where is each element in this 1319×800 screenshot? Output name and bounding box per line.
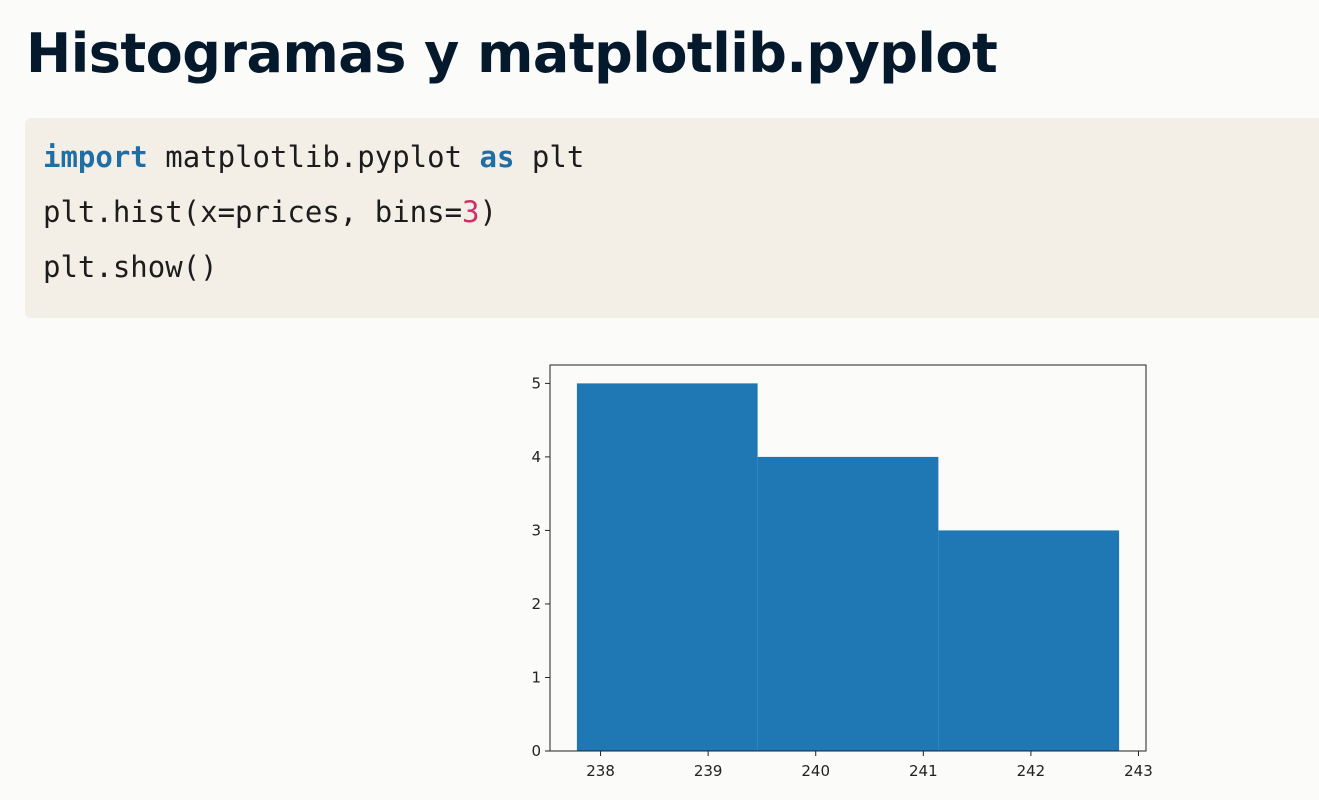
x-tick-label: 238 xyxy=(586,762,615,780)
y-tick-label: 3 xyxy=(531,521,541,539)
code-token: matplotlib.pyplot xyxy=(165,140,463,174)
code-token: plt xyxy=(531,140,585,174)
keyword: import xyxy=(43,140,148,174)
number: 3 xyxy=(462,195,480,229)
code-block: import matplotlib.pyplot as plt plt.hist… xyxy=(25,118,1319,318)
code-line: plt.show() xyxy=(43,250,218,284)
axes-frame xyxy=(549,364,1147,752)
x-tick-label: 239 xyxy=(694,762,723,780)
code-token: plt.hist(x=prices, bins= xyxy=(43,195,463,229)
y-tick-label: 0 xyxy=(531,742,541,760)
chart: 0 1 2 3 4 5 238 239 240 241 242 243 xyxy=(531,364,1153,780)
bar xyxy=(757,456,939,751)
slide-title: Histogramas y matplotlib.pyplot xyxy=(26,22,998,85)
code-token: ) xyxy=(479,195,497,229)
x-tick-label: 243 xyxy=(1124,762,1153,780)
x-tick-label: 241 xyxy=(909,762,938,780)
x-tick-label: 240 xyxy=(801,762,830,780)
bar xyxy=(938,530,1120,751)
code-line: import matplotlib.pyplot as plt xyxy=(43,140,584,174)
x-tick-label: 242 xyxy=(1017,762,1046,780)
y-tick-label: 4 xyxy=(531,448,541,466)
y-tick-label: 5 xyxy=(531,374,541,392)
y-tick-label: 2 xyxy=(531,595,541,613)
code-token: plt.show() xyxy=(43,250,218,284)
code-line: plt.hist(x=prices, bins=3) xyxy=(43,195,497,229)
y-tick-label: 1 xyxy=(531,668,541,686)
bar xyxy=(576,383,758,751)
keyword: as xyxy=(479,140,515,174)
